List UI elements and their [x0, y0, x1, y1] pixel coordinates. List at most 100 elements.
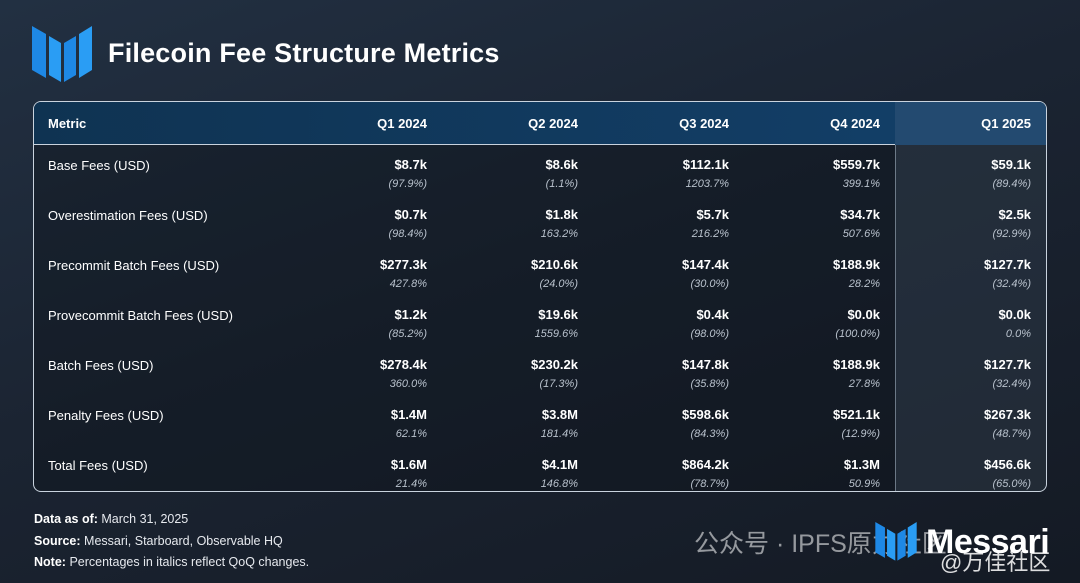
table-cell: $8.7k (97.9%) [388, 157, 427, 192]
data-as-of: Data as of: March 31, 2025 [34, 512, 189, 526]
cell-value: $8.6k [545, 157, 578, 172]
table-cell: $59.1k (89.4%) [991, 157, 1031, 192]
cell-value: $147.4k [682, 257, 729, 272]
cell-qoq-change: (35.8%) [690, 378, 729, 390]
cell-value: $559.7k [833, 157, 880, 172]
cell-value: $0.0k [998, 307, 1031, 322]
cell-qoq-change: (17.3%) [539, 378, 578, 390]
table-cell: $277.3k 427.8% [380, 257, 427, 292]
table-cell: $0.7k (98.4%) [388, 207, 427, 242]
cell-qoq-change: 216.2% [691, 228, 729, 240]
cell-value: $267.3k [984, 407, 1031, 422]
cell-value: $8.7k [394, 157, 427, 172]
table-cell: $521.1k (12.9%) [833, 407, 880, 442]
cell-qoq-change: (89.4%) [992, 178, 1031, 190]
cell-value: $188.9k [833, 357, 880, 372]
cell-qoq-change: (92.9%) [992, 228, 1031, 240]
table-cell: $147.4k (30.0%) [682, 257, 729, 292]
table-row: Provecommit Batch Fees (USD) $1.2k (85.2%)… [34, 299, 1046, 349]
column-header-q3-2024: Q3 2024 [679, 116, 729, 131]
table-cell: $864.2k (78.7%) [682, 457, 729, 491]
metric-label: Base Fees (USD) [48, 158, 150, 173]
table-row: Batch Fees (USD) $278.4k 360.0% $230.2k (17.… [34, 349, 1046, 399]
table-cell: $1.2k (85.2%) [388, 307, 427, 342]
table-cell: $5.7k 216.2% [692, 207, 729, 242]
cell-qoq-change: (98.4%) [388, 228, 427, 240]
source-line: Source: Messari, Starboard, Observable H… [34, 533, 283, 548]
table-cell: $559.7k 399.1% [833, 157, 880, 192]
table-cell: $1.3M 50.9% [843, 457, 880, 491]
cell-value: $5.7k [696, 207, 729, 222]
column-header-q4-2024: Q4 2024 [830, 116, 880, 131]
table-cell: $147.8k (35.8%) [682, 357, 729, 392]
cell-value: $0.0k [847, 307, 880, 322]
cell-qoq-change: 28.2% [848, 278, 880, 290]
table-cell: $0.0k 0.0% [998, 307, 1031, 342]
table-header: Metric Q1 2024 Q2 2024 Q3 2024 Q4 2024 Q1 202… [34, 102, 1046, 145]
cell-value: $277.3k [380, 257, 427, 272]
cell-qoq-change: (97.9%) [388, 178, 427, 190]
cell-qoq-change: 181.4% [540, 428, 578, 440]
cell-qoq-change: 0.0% [1005, 328, 1031, 340]
table-row: Penalty Fees (USD) $1.4M 62.1% $3.8M 181.4% $… [34, 399, 1046, 449]
table-cell: $230.2k (17.3%) [531, 357, 578, 392]
cell-qoq-change: 427.8% [389, 278, 427, 290]
cell-qoq-change: (84.3%) [690, 428, 729, 440]
footer-notes: Data as of: March 31, 2025 Source: Messa… [34, 509, 309, 574]
table-cell: $8.6k (1.1%) [545, 157, 578, 192]
table-cell: $598.6k (84.3%) [682, 407, 729, 442]
cell-qoq-change: (78.7%) [690, 478, 729, 490]
cell-value: $1.2k [394, 307, 427, 322]
cell-value: $147.8k [682, 357, 729, 372]
table-cell: $456.6k (65.0%) [984, 457, 1031, 491]
cell-qoq-change: 1203.7% [685, 178, 729, 190]
messari-logo-icon [32, 26, 92, 82]
table-cell: $3.8M 181.4% [541, 407, 578, 442]
table-cell: $34.7k 507.6% [840, 207, 880, 242]
cell-value: $34.7k [840, 207, 880, 222]
metric-label: Penalty Fees (USD) [48, 408, 164, 423]
cell-value: $112.1k [682, 157, 729, 172]
cell-qoq-change: (32.4%) [992, 378, 1031, 390]
table-cell: $1.4M 62.1% [391, 407, 427, 442]
cell-value: $0.4k [696, 307, 729, 322]
cell-qoq-change: (48.7%) [992, 428, 1031, 440]
messari-brand-name: Messari [926, 523, 1050, 561]
table-cell: $1.8k 163.2% [541, 207, 578, 242]
cell-qoq-change: 163.2% [540, 228, 578, 240]
table-cell: $4.1M 146.8% [540, 457, 578, 491]
cell-qoq-change: 27.8% [848, 378, 880, 390]
table-cell: $2.5k (92.9%) [992, 207, 1031, 242]
cell-qoq-change: (12.9%) [841, 428, 880, 440]
metric-label: Provecommit Batch Fees (USD) [48, 308, 233, 323]
cell-qoq-change: (1.1%) [545, 178, 578, 190]
cell-value: $4.1M [541, 457, 578, 472]
cell-qoq-change: (32.4%) [992, 278, 1031, 290]
cell-qoq-change: 399.1% [842, 178, 880, 190]
cell-value: $188.9k [833, 257, 880, 272]
cell-value: $2.5k [998, 207, 1031, 222]
metric-label: Batch Fees (USD) [48, 358, 154, 373]
table-row: Precommit Batch Fees (USD) $277.3k 427.8% $… [34, 249, 1046, 299]
table-cell: $127.7k (32.4%) [984, 257, 1031, 292]
metric-label: Total Fees (USD) [48, 458, 148, 473]
metric-label: Overestimation Fees (USD) [48, 208, 208, 223]
cell-qoq-change: (65.0%) [992, 478, 1031, 490]
cell-qoq-change: 1559.6% [534, 328, 578, 340]
cell-value: $127.7k [984, 357, 1031, 372]
table-cell: $188.9k 28.2% [833, 257, 880, 292]
cell-value: $1.3M [843, 457, 880, 472]
table-cell: $112.1k 1203.7% [683, 157, 729, 192]
cell-qoq-change: 50.9% [848, 478, 880, 490]
cell-value: $1.8k [545, 207, 578, 222]
table-cell: $188.9k 27.8% [833, 357, 880, 392]
cell-qoq-change: 146.8% [540, 478, 578, 490]
cell-qoq-change: (100.0%) [835, 328, 880, 340]
table-cell: $0.4k (98.0%) [690, 307, 729, 342]
column-header-metric: Metric [48, 116, 87, 131]
table-row: Base Fees (USD) $8.7k (97.9%) $8.6k (1.1%) $1… [34, 149, 1046, 199]
cell-qoq-change: (98.0%) [690, 328, 729, 340]
note-line: Note: Percentages in italics reflect QoQ… [34, 555, 310, 569]
cell-value: $127.7k [984, 257, 1031, 272]
table-cell: $19.6k 1559.6% [535, 307, 578, 342]
